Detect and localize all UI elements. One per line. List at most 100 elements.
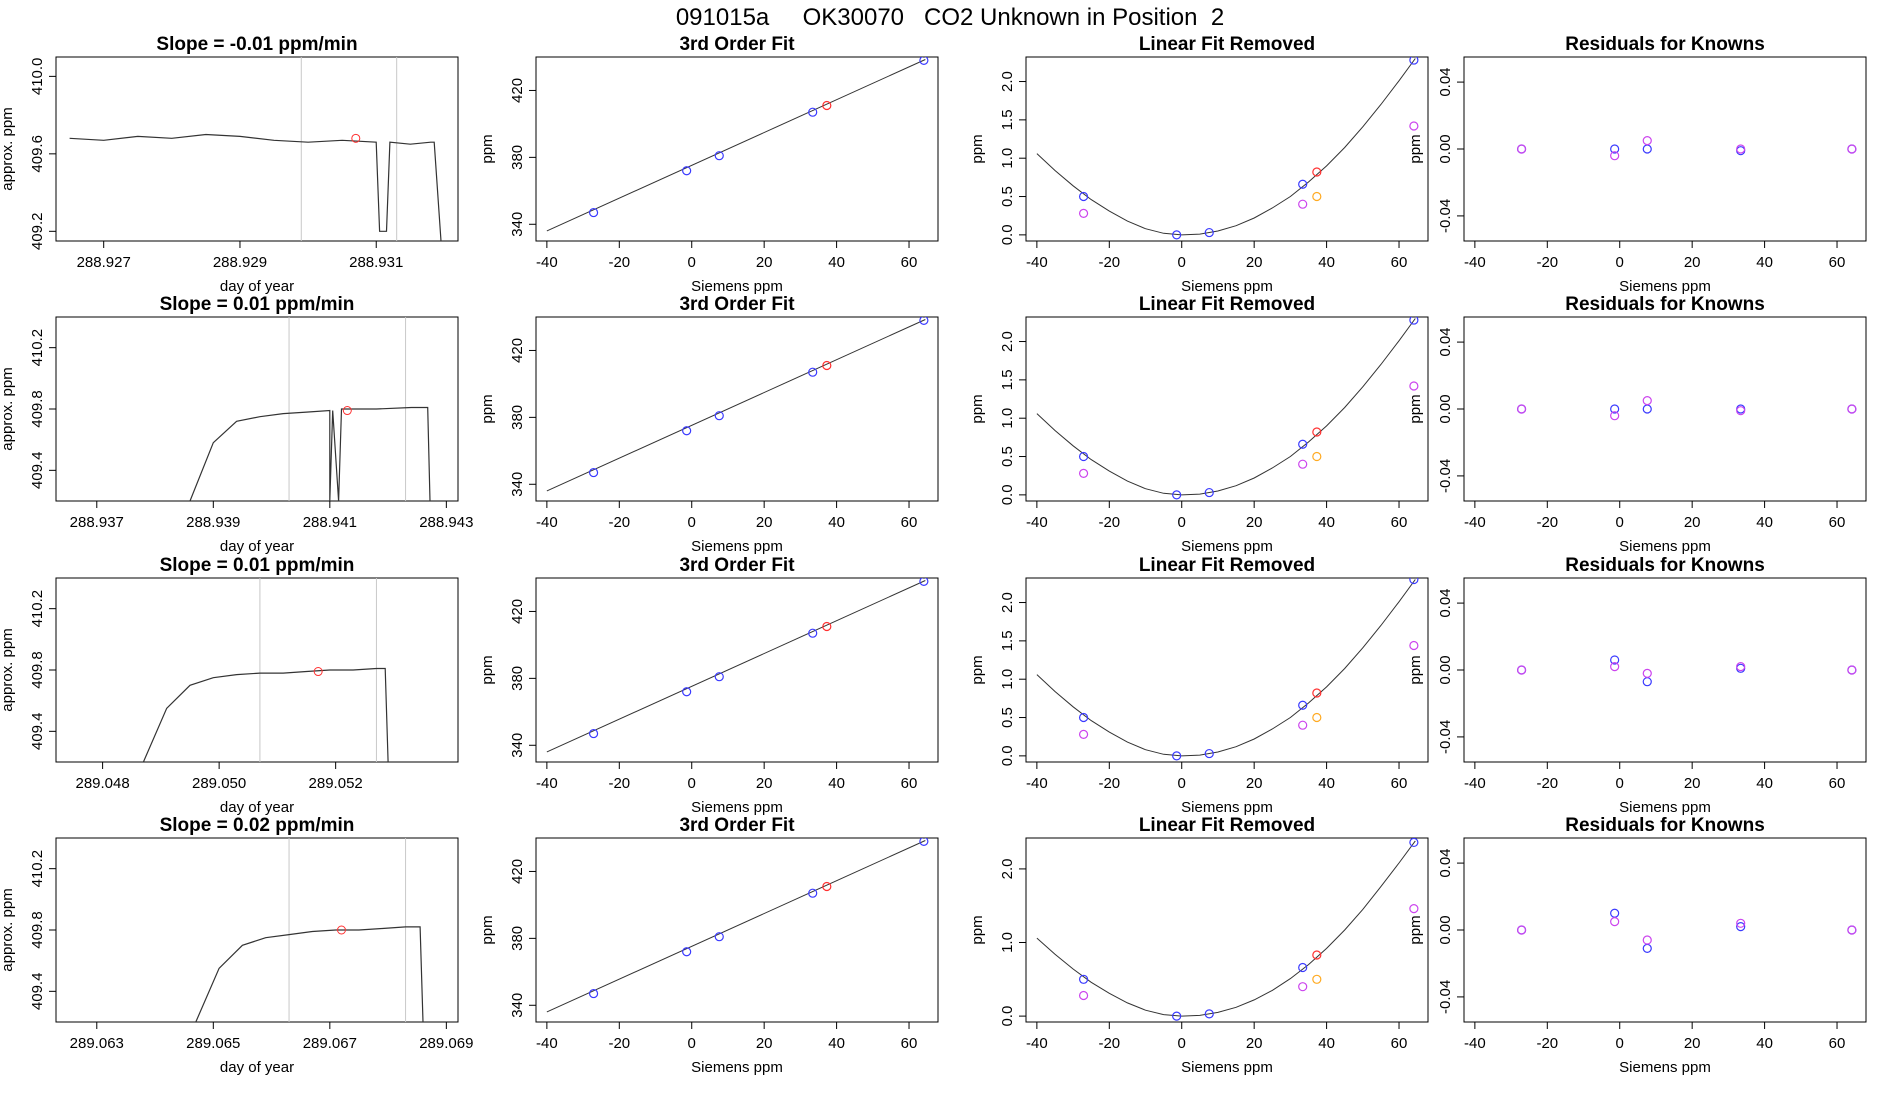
y-axis-label: ppm bbox=[479, 394, 496, 423]
x-tick-label: 289.065 bbox=[186, 1035, 240, 1052]
x-tick-label: 60 bbox=[1829, 514, 1846, 531]
x-tick-label: 0 bbox=[688, 254, 696, 271]
data-point-magenta bbox=[1642, 668, 1652, 678]
x-tick-label: 0 bbox=[688, 514, 696, 531]
panel-title: Slope = -0.01 ppm/min bbox=[156, 34, 357, 55]
panel-title: 3rd Order Fit bbox=[679, 294, 795, 315]
data-layer bbox=[1036, 317, 1419, 500]
data-point-knowns bbox=[808, 888, 818, 898]
plot-frame bbox=[55, 316, 459, 502]
plot-frame bbox=[1463, 837, 1867, 1023]
fit-line bbox=[546, 59, 926, 232]
data-point-orange bbox=[1312, 191, 1322, 202]
y-tick-label: 0.04 bbox=[1437, 67, 1454, 96]
y-axis-label: ppm bbox=[1407, 915, 1424, 944]
x-tick-label: -40 bbox=[536, 1035, 558, 1052]
y-tick-label: 410.2 bbox=[29, 590, 46, 628]
y-tick-label: 2.0 bbox=[999, 71, 1016, 92]
x-tick-label: -20 bbox=[608, 254, 630, 271]
co2-trace-line bbox=[189, 406, 431, 501]
panel-title: Slope = 0.01 ppm/min bbox=[160, 555, 355, 576]
x-tick-label: 60 bbox=[1391, 775, 1408, 792]
x-axis-label: Siemens ppm bbox=[691, 1059, 783, 1076]
fit-curve bbox=[1036, 840, 1416, 1017]
x-tick-label: 40 bbox=[1756, 254, 1773, 271]
x-tick-label: 60 bbox=[901, 254, 918, 271]
data-point-magenta bbox=[1516, 144, 1527, 154]
chart-panel: Linear Fit Removed Siemens ppm ppm -40 -20 0 2… bbox=[969, 555, 1429, 816]
data-point-knowns bbox=[1298, 700, 1308, 710]
mean-marker-point bbox=[342, 406, 352, 416]
plot-frame bbox=[1025, 837, 1429, 1023]
data-point-magenta bbox=[1847, 404, 1857, 414]
data-point-knowns bbox=[682, 166, 692, 176]
x-tick-label: 20 bbox=[756, 254, 773, 271]
x-axis-label: day of year bbox=[220, 278, 294, 295]
x-tick-label: 40 bbox=[1756, 1035, 1773, 1052]
data-point-knowns bbox=[588, 467, 599, 478]
x-tick-label: 40 bbox=[828, 775, 845, 792]
y-tick-label: 0.5 bbox=[999, 446, 1016, 467]
y-tick-label: 1.0 bbox=[999, 408, 1016, 429]
panel-title: 3rd Order Fit bbox=[679, 555, 795, 576]
y-axis-label: ppm bbox=[1407, 134, 1424, 163]
x-axis-label: day of year bbox=[220, 799, 294, 816]
x-axis-label: Siemens ppm bbox=[1181, 278, 1273, 295]
data-point-knowns bbox=[919, 57, 929, 65]
mean-marker-point bbox=[351, 133, 361, 143]
data-point-knowns bbox=[1736, 922, 1746, 932]
data-point-magenta bbox=[1610, 151, 1620, 161]
data-layer bbox=[546, 317, 929, 492]
x-tick-label: 60 bbox=[1391, 1035, 1408, 1052]
fit-line bbox=[546, 580, 926, 753]
x-tick-label: 40 bbox=[828, 1035, 845, 1052]
chart-panel: 3rd Order Fit Siemens ppm ppm -40 -20 0 20 40 60… bbox=[479, 294, 939, 555]
data-point-knowns bbox=[1642, 677, 1652, 687]
plot-frame bbox=[55, 577, 459, 763]
y-axis-label: ppm bbox=[969, 915, 986, 944]
mean-marker-point bbox=[313, 667, 323, 677]
data-layer bbox=[1036, 578, 1419, 761]
x-tick-label: -40 bbox=[1464, 514, 1486, 531]
y-axis-label: approx. ppm bbox=[0, 888, 16, 971]
x-tick-label: -40 bbox=[1026, 1035, 1048, 1052]
y-tick-label: -0.04 bbox=[1437, 980, 1454, 1014]
data-point-magenta bbox=[1736, 662, 1746, 672]
chart-panel: Slope = -0.01 ppm/min day of year approx. … bbox=[0, 34, 459, 295]
x-tick-label: 0 bbox=[1616, 775, 1624, 792]
y-axis-label: ppm bbox=[1407, 655, 1424, 684]
data-point-knowns bbox=[808, 107, 818, 117]
plot-frame bbox=[535, 837, 939, 1023]
data-point-knowns bbox=[1409, 317, 1419, 325]
x-tick-label: 20 bbox=[1684, 775, 1701, 792]
y-axis-label: ppm bbox=[479, 134, 496, 163]
x-tick-label: 60 bbox=[1829, 1035, 1846, 1052]
x-tick-label: 20 bbox=[1684, 254, 1701, 271]
fit-curve bbox=[1036, 58, 1416, 236]
x-axis-label: day of year bbox=[220, 538, 294, 555]
fit-line bbox=[546, 319, 926, 492]
data-point-orange bbox=[1312, 712, 1322, 723]
data-point-magenta bbox=[1736, 918, 1746, 928]
x-tick-label: 40 bbox=[828, 254, 845, 271]
data-point-knowns bbox=[919, 838, 929, 846]
plot-frame bbox=[535, 56, 939, 242]
y-tick-label: 340 bbox=[509, 993, 526, 1018]
page-title: 091015a OK30070 CO2 Unknown in Position … bbox=[676, 4, 1224, 31]
data-layer bbox=[189, 317, 431, 501]
x-tick-label: 60 bbox=[901, 775, 918, 792]
data-point-knowns bbox=[682, 687, 692, 697]
x-tick-label: 20 bbox=[1246, 514, 1263, 531]
x-tick-label: 288.943 bbox=[419, 514, 473, 531]
data-layer bbox=[69, 57, 442, 241]
x-tick-label: -20 bbox=[1098, 775, 1120, 792]
x-tick-label: 0 bbox=[1616, 1035, 1624, 1052]
x-tick-label: -20 bbox=[1536, 514, 1558, 531]
y-tick-label: 0.0 bbox=[999, 484, 1016, 505]
panel-title: Residuals for Knowns bbox=[1565, 294, 1765, 315]
data-point-magenta bbox=[1736, 406, 1746, 416]
data-point-magenta bbox=[1847, 144, 1857, 154]
y-tick-label: 1.5 bbox=[999, 369, 1016, 390]
y-tick-label: 1.0 bbox=[999, 669, 1016, 690]
data-point-unknown bbox=[1312, 167, 1322, 177]
